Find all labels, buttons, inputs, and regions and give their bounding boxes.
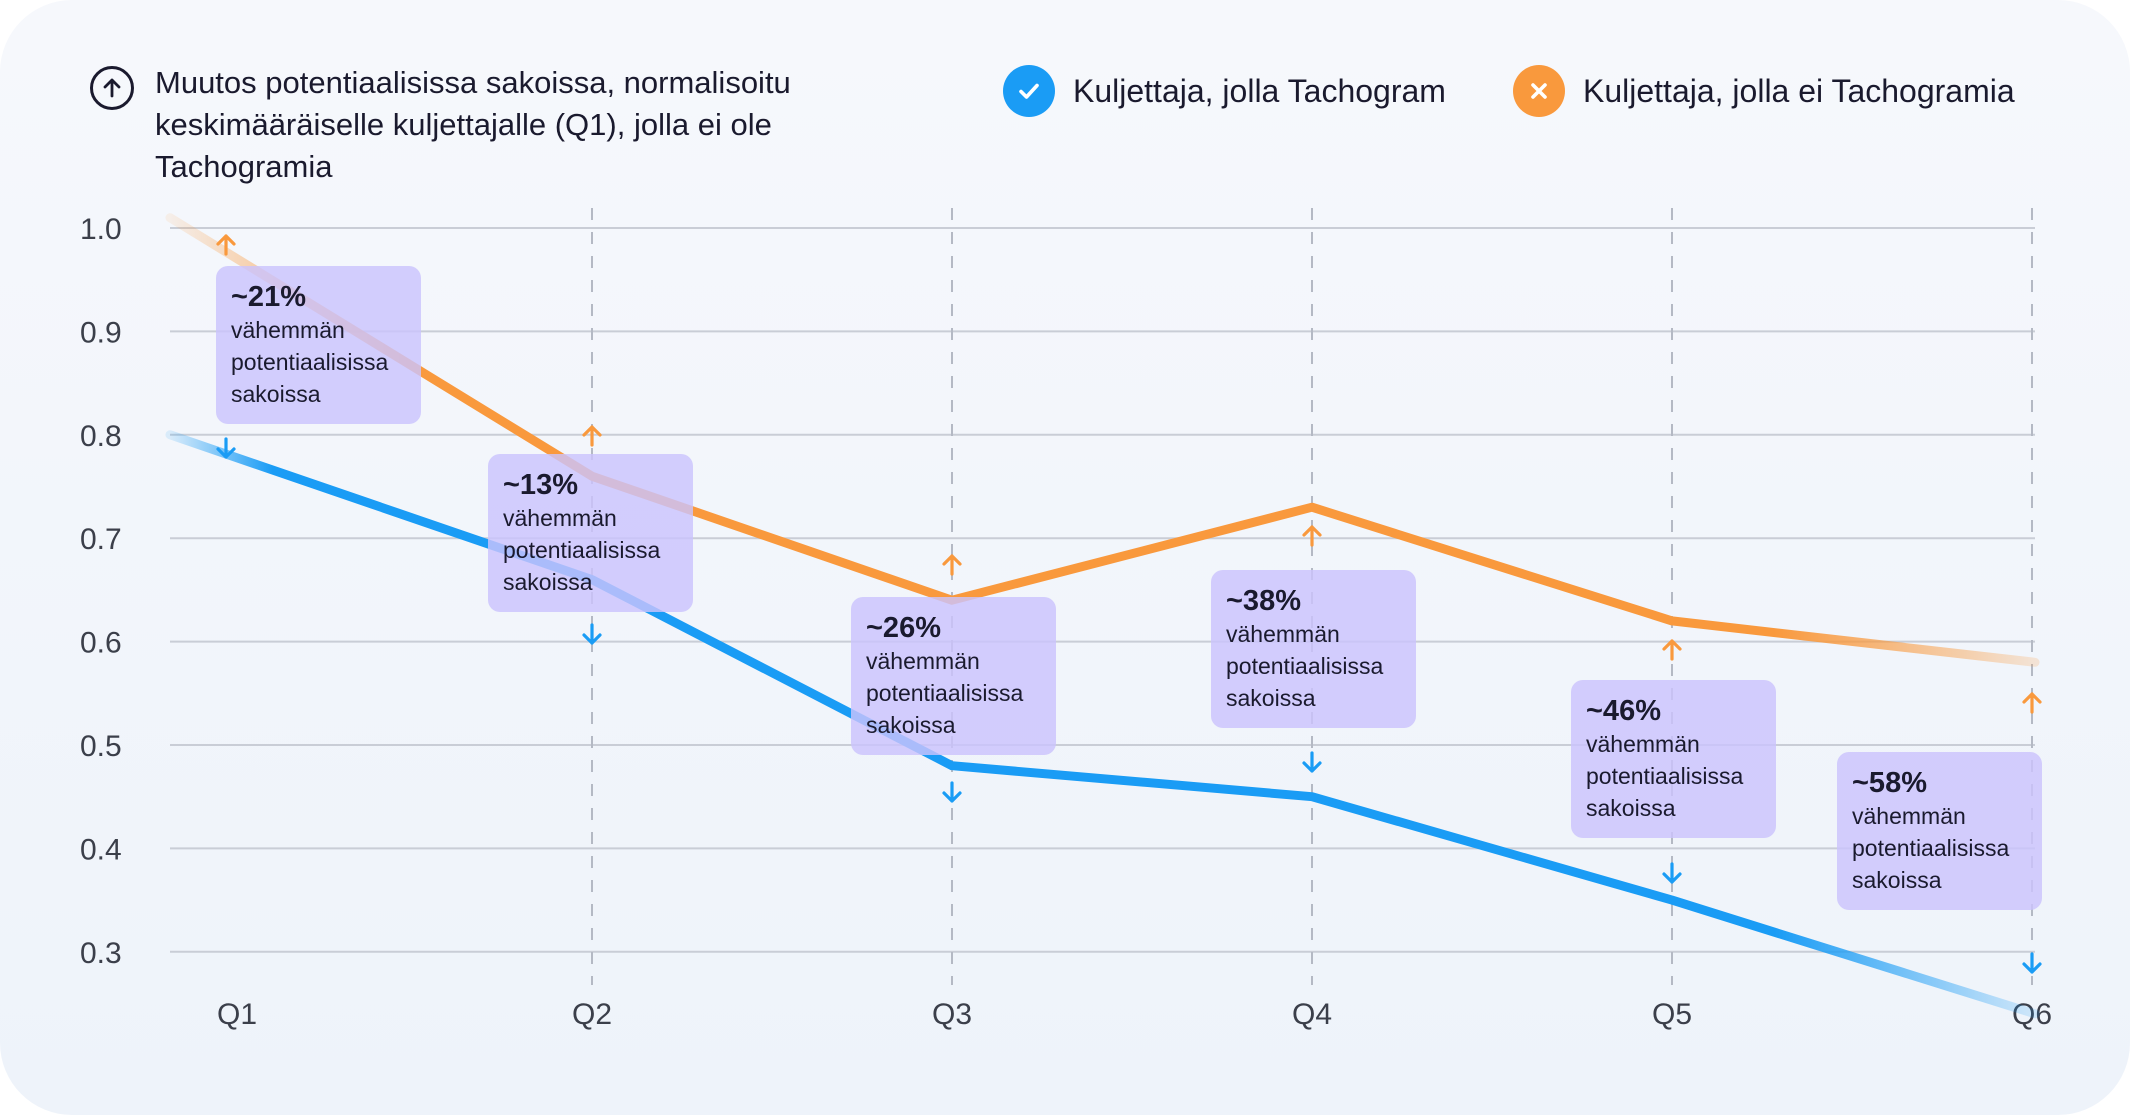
annotation-q1: ~21% vähemmän potentiaalisissa sakoissa [216, 266, 421, 424]
annotation-q2: ~13% vähemmän potentiaalisissa sakoissa [488, 454, 693, 612]
arrow-up-icon [2022, 692, 2042, 714]
check-icon [1003, 65, 1055, 117]
legend-label-without: Kuljettaja, jolla ei Tachogramia [1583, 72, 2015, 109]
x-tick-label: Q4 [1292, 998, 1332, 1031]
annotation-text: vähemmän potentiaalisissa sakoissa [503, 505, 661, 595]
close-icon [1513, 65, 1565, 117]
annotation-text: vähemmän potentiaalisissa sakoissa [1852, 803, 2010, 893]
arrow-down-icon [582, 623, 602, 645]
arrow-up-icon [1662, 639, 1682, 661]
legend-item-with-tachogram: Kuljettaja, jolla Tachogram [1003, 65, 1446, 117]
x-tick-label: Q3 [932, 998, 972, 1031]
y-tick-label: 0.4 [80, 833, 122, 866]
y-tick-label: 0.6 [80, 627, 122, 660]
y-tick-label: 0.8 [80, 420, 122, 453]
arrow-down-icon [1662, 862, 1682, 884]
y-tick-label: 0.3 [80, 937, 122, 970]
y-tick-label: 0.7 [80, 523, 122, 556]
arrow-up-icon [942, 554, 962, 576]
series-line-without-tachogram [165, 213, 2040, 667]
y-tick-label: 0.9 [80, 316, 122, 349]
arrow-down-icon [216, 437, 236, 459]
annotation-text: vähemmän potentiaalisissa sakoissa [1586, 731, 1744, 821]
annotation-text: vähemmän potentiaalisissa sakoissa [866, 648, 1024, 738]
legend-item-without-tachogram: Kuljettaja, jolla ei Tachogramia [1513, 65, 2015, 117]
annotation-pct: ~21% [231, 281, 306, 313]
annotation-pct: ~58% [1852, 767, 1927, 799]
annotation-text: vähemmän potentiaalisissa sakoissa [1226, 621, 1384, 711]
annotation-pct: ~46% [1586, 695, 1661, 727]
arrow-up-circle-icon [90, 66, 134, 110]
arrow-up-icon [1302, 525, 1322, 547]
legend-label-with: Kuljettaja, jolla Tachogram [1073, 72, 1446, 109]
annotation-text: vähemmän potentiaalisissa sakoissa [231, 317, 389, 407]
chart-title: Muutos potentiaalisissa sakoissa, normal… [155, 65, 791, 184]
y-tick-label: 0.5 [80, 730, 122, 763]
annotation-pct: ~38% [1226, 585, 1301, 617]
x-tick-label: Q5 [1652, 998, 1692, 1031]
x-tick-label: Q2 [572, 998, 612, 1031]
y-tick-label: 1.0 [80, 213, 122, 246]
annotation-q4: ~38% vähemmän potentiaalisissa sakoissa [1211, 570, 1416, 728]
annotation-q6: ~58% vähemmän potentiaalisissa sakoissa [1837, 752, 2042, 910]
annotation-pct: ~13% [503, 469, 578, 501]
arrow-up-icon [216, 234, 236, 256]
annotation-pct: ~26% [866, 612, 941, 644]
arrow-down-icon [942, 781, 962, 803]
annotation-q3: ~26% vähemmän potentiaalisissa sakoissa [851, 597, 1056, 755]
arrow-up-icon [582, 425, 602, 447]
arrow-down-icon [2022, 952, 2042, 974]
arrow-down-icon [1302, 751, 1322, 773]
x-tick-label: Q1 [217, 998, 257, 1031]
annotation-q5: ~46% vähemmän potentiaalisissa sakoissa [1571, 680, 1776, 838]
